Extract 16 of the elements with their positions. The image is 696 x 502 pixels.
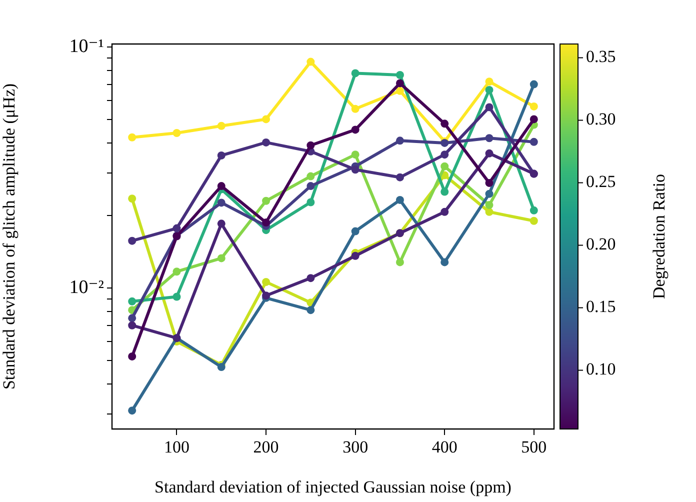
x-tick-label: 100 <box>164 438 190 457</box>
color-bar-label: 0.15 <box>586 297 616 316</box>
x-axis-title: Standard deviation of injected Gaussian noise (ppm) <box>154 477 512 496</box>
color-bar-label: 0.25 <box>586 172 616 192</box>
x-tick-label: 500 <box>521 438 547 457</box>
color-bar-title: Degredation Ratio <box>649 174 668 300</box>
color-bar-label: 0.35 <box>586 47 616 66</box>
y-axis-title: Standard deviation of glitch amplitude (μHz) <box>0 83 19 390</box>
x-tick-label: 300 <box>342 438 368 457</box>
x-tick-label: 400 <box>432 438 458 457</box>
color-bar-label: 0.30 <box>586 110 616 129</box>
y-tick-label: 10⁻¹ <box>69 36 104 58</box>
color-bar-label: 0.10 <box>586 360 616 379</box>
color-bar-label: 0.20 <box>586 234 616 254</box>
y-tick-label: 10⁻² <box>69 277 104 298</box>
x-tick-label: 200 <box>253 438 279 457</box>
